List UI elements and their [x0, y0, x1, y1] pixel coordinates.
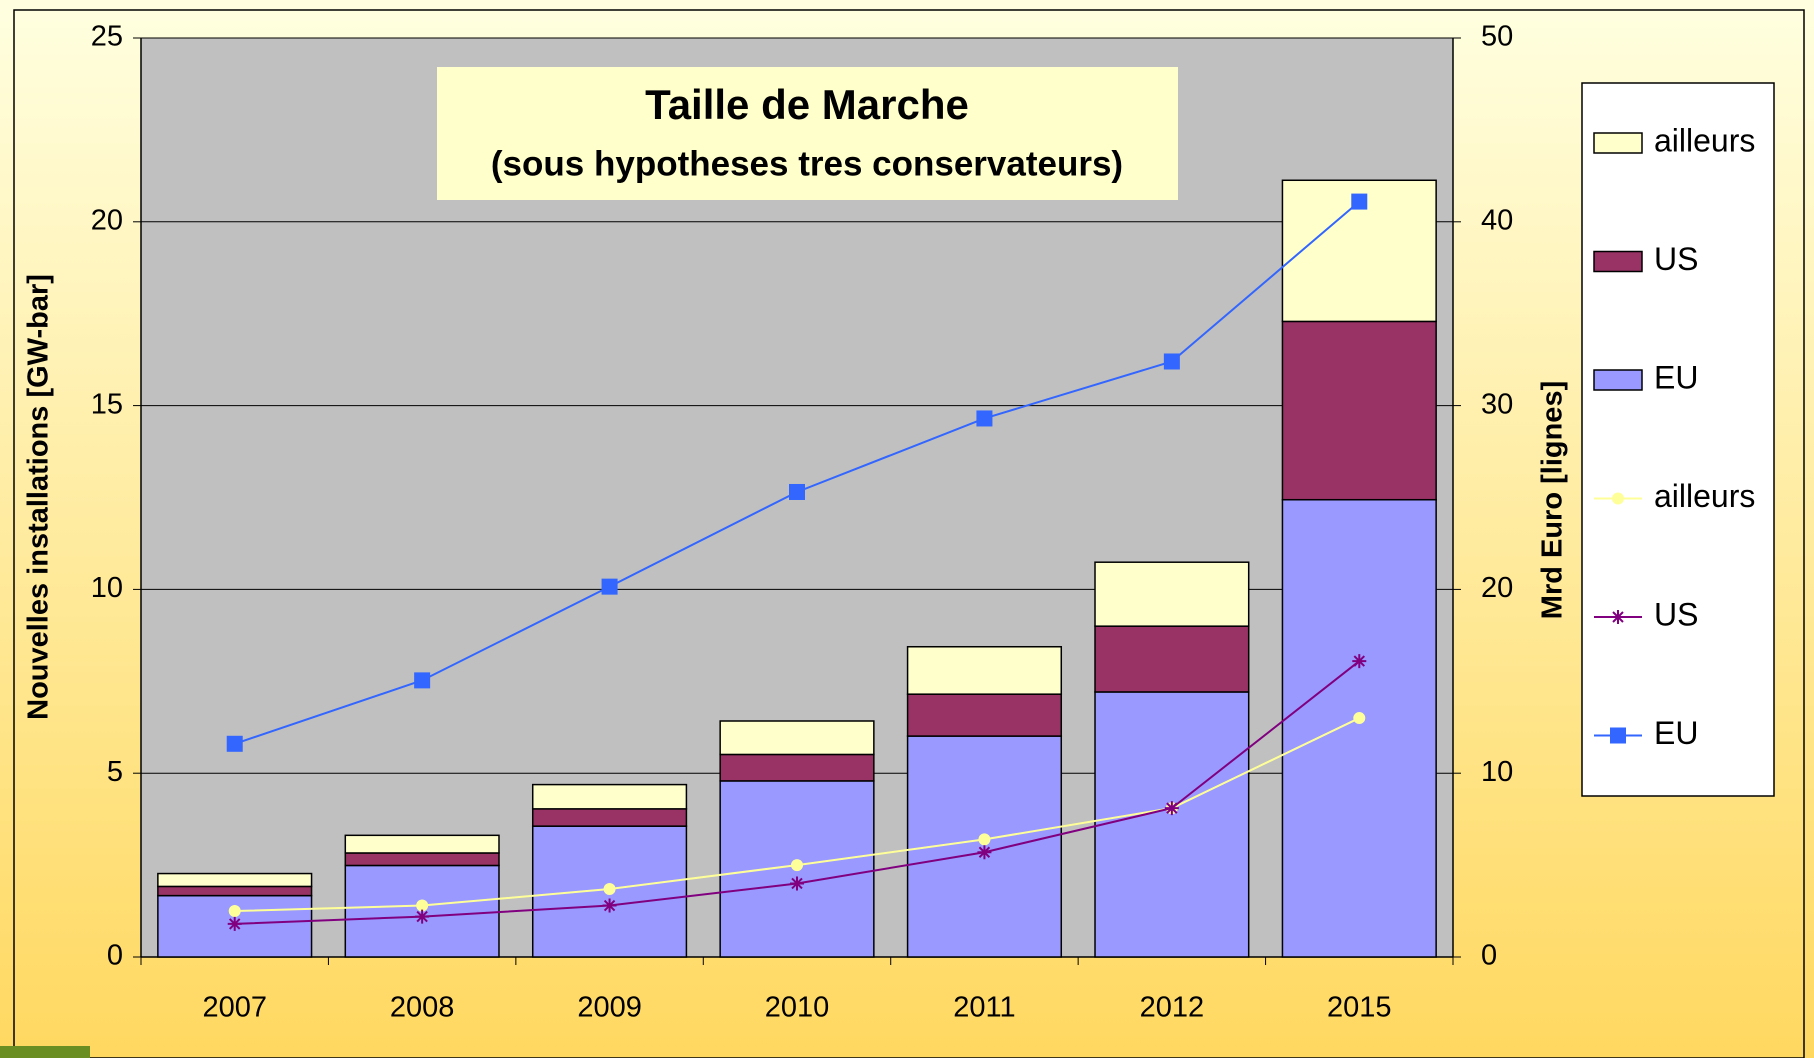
legend-swatch [1593, 132, 1643, 154]
legend-label: ailleurs [1654, 478, 1755, 514]
bar [906, 693, 1063, 737]
line-marker [1353, 712, 1366, 725]
legend-label: US [1654, 241, 1698, 277]
line-marker [978, 833, 991, 846]
y2-tick-label: 10 [1481, 756, 1513, 788]
bar [157, 885, 313, 897]
line-marker [602, 898, 617, 913]
line-marker [601, 578, 618, 595]
legend-box [1581, 82, 1775, 797]
y-tick-label: 0 [107, 940, 123, 972]
legend-label: US [1654, 596, 1698, 632]
line-marker [790, 876, 804, 891]
legend-marker [1610, 727, 1626, 744]
line-marker [977, 845, 992, 860]
bar [531, 808, 688, 827]
line-marker [789, 483, 805, 500]
x-tick-label: 2015 [1327, 992, 1392, 1024]
y-tick-label: 20 [91, 204, 123, 236]
y-tick-label: 15 [91, 388, 123, 420]
line-marker [1163, 353, 1180, 370]
bar [906, 645, 1063, 695]
chart-title: Taille de Marche [645, 81, 969, 128]
title-box [437, 67, 1178, 200]
bar [1094, 561, 1250, 627]
legend-swatch [1593, 369, 1643, 391]
y2-axis-label: Mrd Euro [lignes] [1537, 381, 1569, 619]
y2-tick-label: 50 [1481, 21, 1513, 53]
y2-tick-label: 30 [1481, 388, 1513, 420]
x-tick-label: 2012 [1140, 992, 1205, 1024]
line-marker [227, 916, 242, 931]
line-marker [416, 899, 429, 912]
bar [1281, 498, 1437, 958]
x-tick-label: 2008 [390, 992, 455, 1024]
bar [531, 783, 688, 810]
y-axis-label: Nouvelles installations [GW-bar] [23, 274, 55, 720]
bar [344, 834, 500, 854]
y-tick-label: 25 [91, 21, 123, 53]
x-tick-label: 2007 [202, 992, 267, 1024]
line-marker [228, 905, 241, 918]
bar [719, 753, 875, 782]
y2-tick-label: 40 [1481, 204, 1513, 236]
legend-marker [1611, 610, 1625, 624]
chart-subtitle: (sous hypotheses tres conservateurs) [491, 144, 1123, 183]
legend-label: EU [1654, 715, 1698, 751]
line-marker [976, 410, 993, 427]
line-marker [1352, 654, 1367, 669]
y-tick-label: 5 [107, 756, 123, 788]
y2-tick-label: 0 [1481, 940, 1497, 972]
chart-border [13, 9, 1805, 1058]
bar [1094, 691, 1250, 958]
x-tick-label: 2010 [765, 992, 830, 1024]
line-marker [791, 859, 803, 872]
legend-swatch [1593, 250, 1643, 273]
y2-tick-label: 20 [1481, 572, 1513, 604]
line-marker [414, 672, 431, 689]
legend-marker [1612, 492, 1624, 505]
legend-label: EU [1654, 359, 1698, 395]
x-tick-label: 2009 [577, 992, 642, 1024]
line-marker [415, 909, 430, 924]
bar [719, 720, 875, 756]
line-marker [1164, 801, 1179, 816]
y-tick-label: 10 [91, 572, 123, 604]
line-marker [1351, 193, 1368, 210]
bar [344, 852, 500, 867]
bar [1281, 320, 1437, 501]
line-marker [603, 882, 616, 895]
legend-label: ailleurs [1654, 122, 1755, 158]
decoration [0, 1046, 90, 1058]
x-tick-label: 2011 [953, 992, 1015, 1024]
bar [157, 872, 313, 888]
line-marker [226, 735, 243, 752]
bar [1094, 625, 1250, 693]
